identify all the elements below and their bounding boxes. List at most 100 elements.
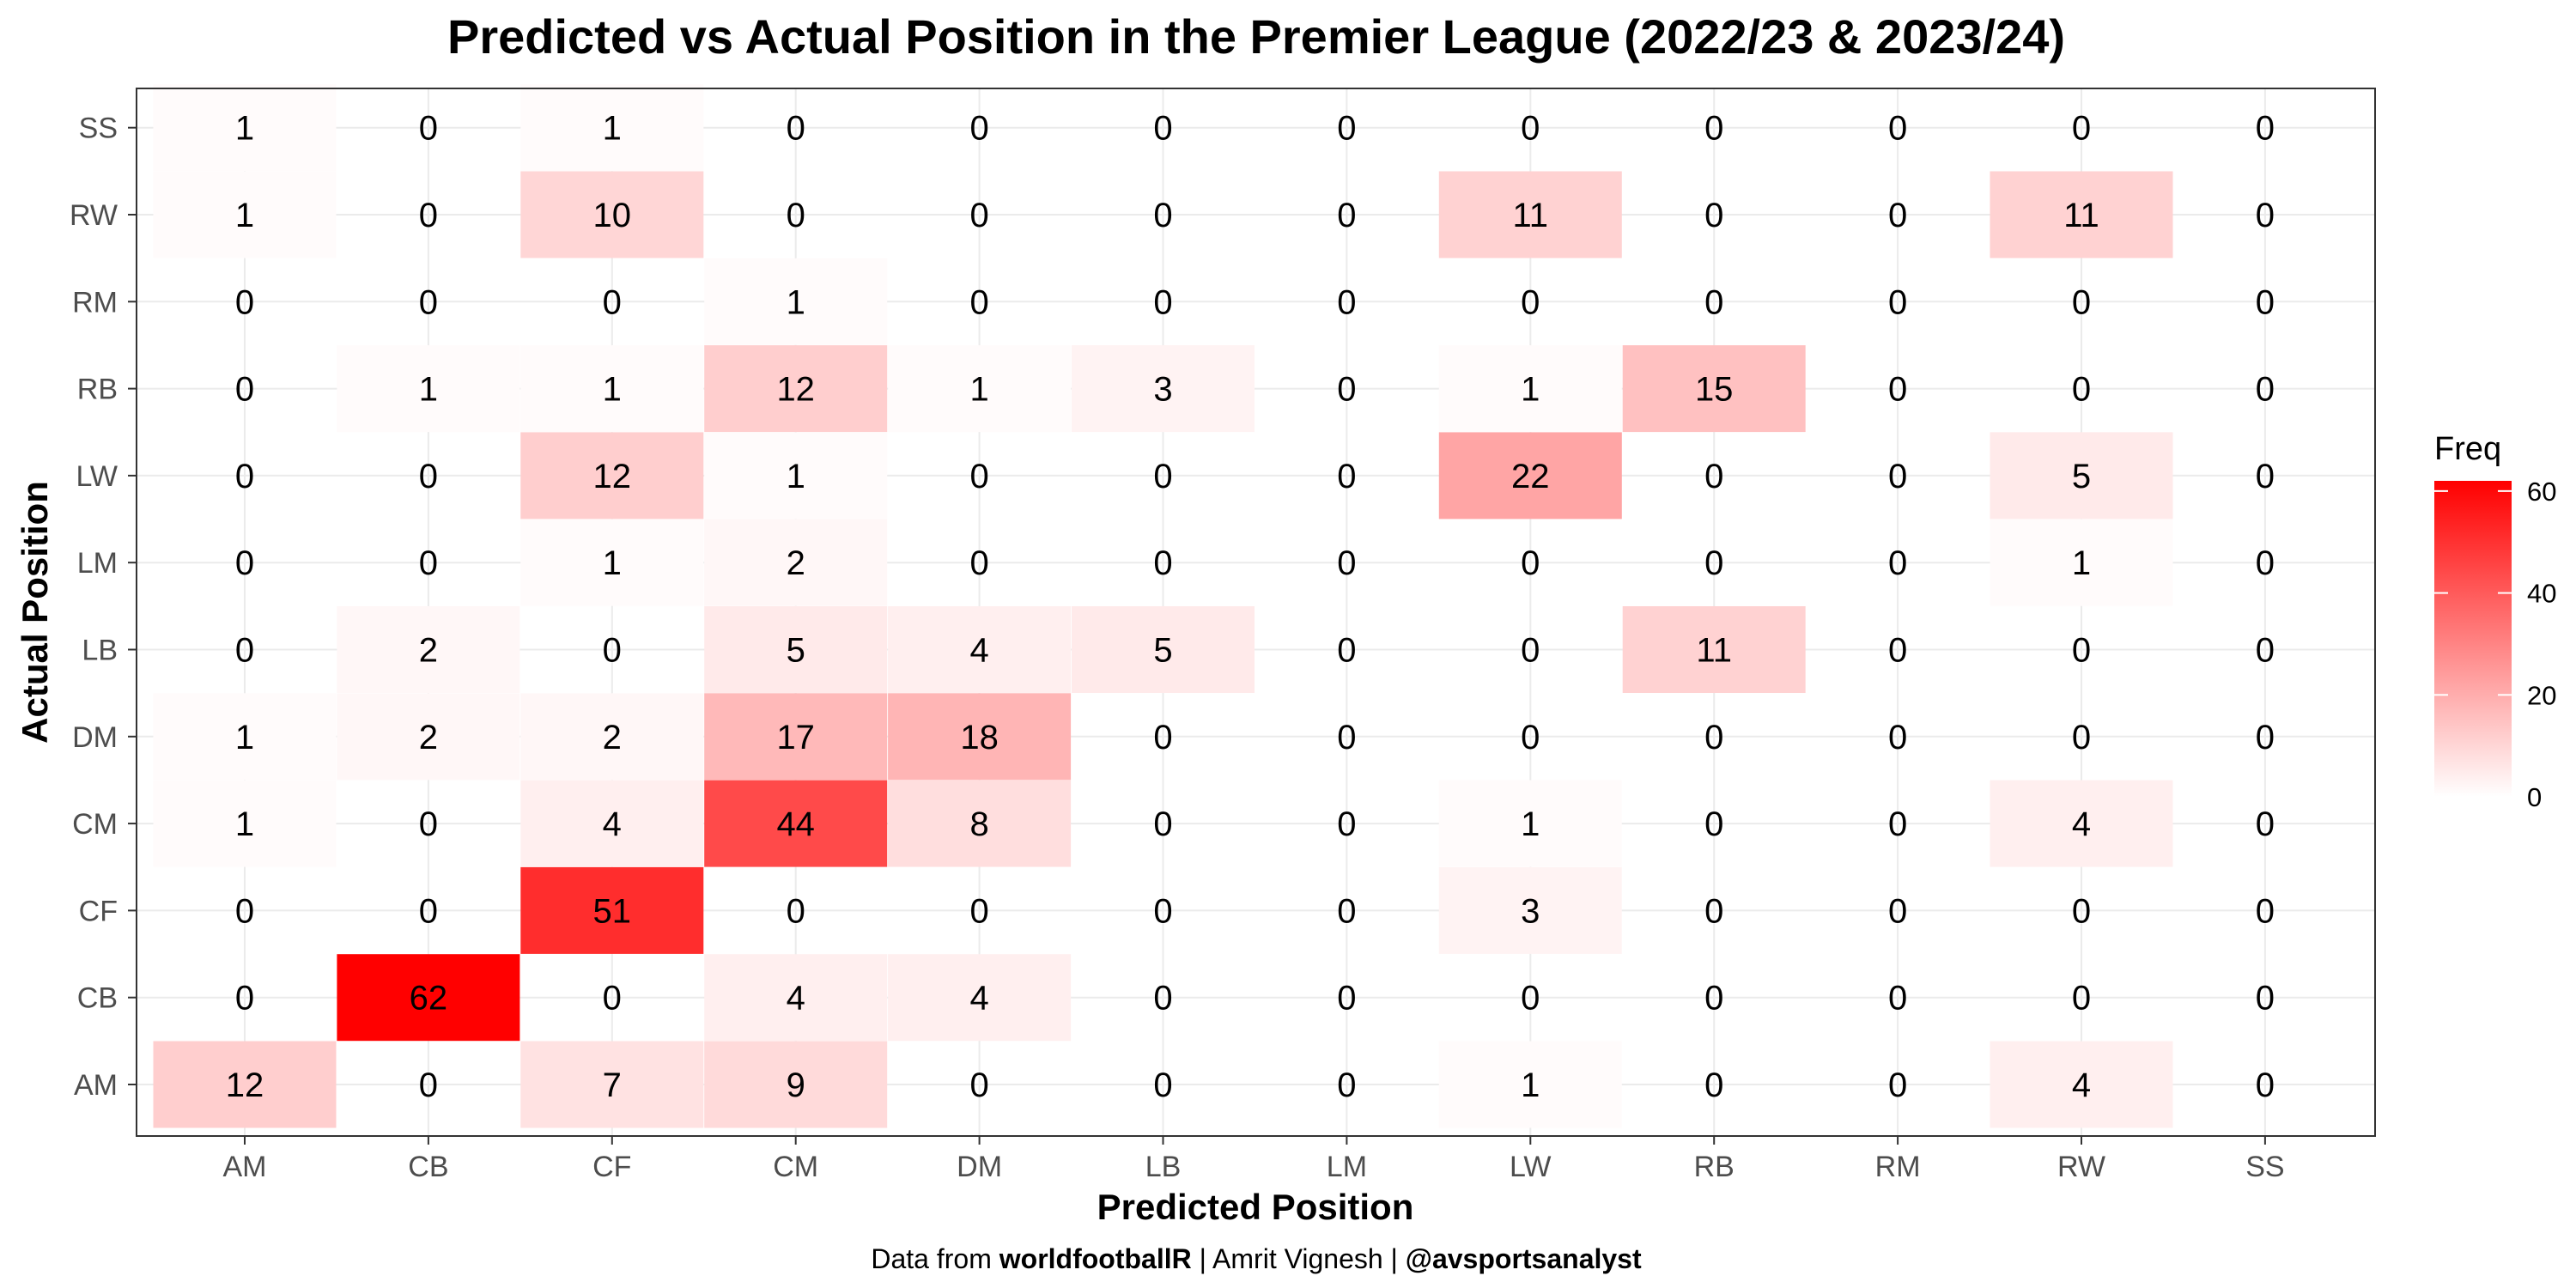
heatmap-cell-label: 0 bbox=[969, 892, 988, 930]
heatmap-cell-label: 0 bbox=[1704, 283, 1723, 321]
heatmap-cell bbox=[1438, 171, 1622, 258]
heatmap-cell-label: 0 bbox=[1888, 980, 1907, 1018]
heatmap-cell-label: 0 bbox=[235, 892, 254, 930]
heatmap-cell-label: 0 bbox=[2256, 110, 2275, 148]
heatmap-cell-label: 0 bbox=[1337, 632, 1356, 670]
heatmap-cell bbox=[520, 519, 704, 606]
x-tick-label: RB bbox=[1694, 1151, 1735, 1183]
caption-middle: | Amrit Vignesh | bbox=[1192, 1243, 1406, 1274]
heatmap-cell-label: 0 bbox=[1704, 458, 1723, 495]
heatmap-cell bbox=[153, 171, 337, 258]
heatmap-cell-label: 62 bbox=[410, 980, 448, 1018]
heatmap-cell-label: 9 bbox=[787, 1066, 805, 1104]
heatmap-cell-label: 1 bbox=[603, 371, 622, 409]
heatmap-cell-label: 0 bbox=[2072, 110, 2091, 148]
heatmap-cell-label: 51 bbox=[593, 892, 632, 930]
heatmap-cell-label: 0 bbox=[1153, 458, 1172, 495]
heatmap-cell-label: 5 bbox=[2072, 458, 2091, 495]
heatmap-cell bbox=[1990, 171, 2173, 258]
heatmap-cell bbox=[704, 1041, 888, 1128]
x-tick-label: AM bbox=[223, 1151, 267, 1183]
heatmap-cell-label: 0 bbox=[2072, 980, 2091, 1018]
heatmap-cell bbox=[704, 693, 888, 781]
x-axis: AM CB CF CM DM LB LM LW RB RM RW SS bbox=[223, 1136, 2285, 1183]
x-axis-title: Predicted Position bbox=[1097, 1187, 1414, 1227]
heatmap-cell-label: 0 bbox=[2256, 980, 2275, 1018]
heatmap-cell-label: 0 bbox=[419, 197, 438, 234]
heatmap-cell bbox=[1438, 866, 1622, 954]
heatmap-cell-label: 4 bbox=[2072, 1066, 2091, 1104]
heatmap-cell-label: 0 bbox=[235, 458, 254, 495]
heatmap-cell bbox=[520, 1041, 704, 1128]
heatmap-cell-label: 0 bbox=[1704, 980, 1723, 1018]
heatmap-cell-label: 0 bbox=[1521, 980, 1540, 1018]
heatmap-cell-label: 0 bbox=[1888, 110, 1907, 148]
x-tick-label: CB bbox=[408, 1151, 448, 1183]
heatmap-cell-label: 44 bbox=[776, 805, 815, 843]
heatmap-cell bbox=[153, 780, 337, 867]
heatmap-cell bbox=[888, 606, 1072, 693]
heatmap-cell-label: 0 bbox=[969, 1066, 988, 1104]
heatmap-cell-label: 0 bbox=[1337, 197, 1356, 234]
heatmap-cell-label: 0 bbox=[1521, 632, 1540, 670]
x-tick-label: CF bbox=[592, 1151, 631, 1183]
heatmap-cell-label: 1 bbox=[969, 371, 988, 409]
heatmap-cell-label: 1 bbox=[1521, 805, 1540, 843]
heatmap-cell-label: 0 bbox=[1888, 371, 1907, 409]
y-tick-label: SS bbox=[79, 112, 118, 145]
heatmap-cell bbox=[520, 866, 704, 954]
heatmap-cell bbox=[704, 780, 888, 867]
x-tick-label: RW bbox=[2057, 1151, 2105, 1183]
legend-title: Freq bbox=[2434, 431, 2501, 467]
heatmap-cell bbox=[1622, 345, 1806, 433]
y-tick-label: CF bbox=[79, 895, 118, 927]
plot-area: 12 0 7 9 0 0 0 1 0 0 4 00 62 0 4 4 0 0 0 0 0 0 00 0 51 0 0 0 0 3 0 0 0 01… bbox=[136, 84, 2376, 1137]
heatmap-cell-label: 11 bbox=[1696, 632, 1732, 670]
heatmap-cells bbox=[153, 84, 2173, 1128]
y-tick-label: AM bbox=[74, 1069, 118, 1102]
caption-prefix: Data from bbox=[871, 1243, 999, 1274]
heatmap-cell-label: 0 bbox=[2256, 371, 2275, 409]
heatmap-cell-label: 4 bbox=[603, 805, 622, 843]
heatmap-cell bbox=[520, 780, 704, 867]
y-tick-label: LM bbox=[77, 547, 118, 580]
heatmap-cell bbox=[1622, 606, 1806, 693]
heatmap-cell-label: 1 bbox=[787, 458, 805, 495]
heatmap-cell-label: 0 bbox=[419, 1066, 438, 1104]
heatmap-cell-label: 1 bbox=[419, 371, 438, 409]
x-tick-label: LM bbox=[1327, 1151, 1367, 1183]
heatmap-cell-label: 0 bbox=[1337, 892, 1356, 930]
heatmap-cell-label: 0 bbox=[235, 371, 254, 409]
heatmap-cell bbox=[337, 954, 520, 1042]
heatmap-cell-label: 0 bbox=[1337, 1066, 1356, 1104]
heatmap-cell-label: 0 bbox=[1888, 805, 1907, 843]
heatmap-cell-label: 0 bbox=[787, 197, 805, 234]
heatmap-cell-label: 1 bbox=[235, 719, 254, 756]
caption: Data from worldfootballR | Amrit Vignesh… bbox=[871, 1243, 1642, 1274]
legend-ticks: 0 20 40 60 bbox=[2434, 477, 2556, 812]
heatmap-cell-label: 0 bbox=[603, 632, 622, 670]
heatmap-cell-label: 3 bbox=[1521, 892, 1540, 930]
heatmap-cell-label: 0 bbox=[1337, 544, 1356, 582]
heatmap-cell bbox=[888, 345, 1072, 433]
heatmap-cell-label: 0 bbox=[2256, 458, 2275, 495]
y-tick-label: LB bbox=[82, 635, 118, 667]
caption-handle: @avsportsanalyst bbox=[1406, 1243, 1642, 1274]
heatmap-cell-label: 1 bbox=[235, 805, 254, 843]
heatmap-cell-label: 0 bbox=[969, 197, 988, 234]
legend-colorbar bbox=[2434, 481, 2512, 797]
heatmap-cell bbox=[888, 693, 1072, 781]
heatmap-cell-label: 0 bbox=[419, 458, 438, 495]
heatmap-cell-label: 0 bbox=[1704, 719, 1723, 756]
heatmap-cell-label: 0 bbox=[2256, 632, 2275, 670]
heatmap-cell-label: 0 bbox=[419, 892, 438, 930]
heatmap-cell-label: 0 bbox=[969, 283, 988, 321]
x-tick-label: LB bbox=[1145, 1151, 1182, 1183]
heatmap-cell-label: 0 bbox=[1888, 283, 1907, 321]
heatmap-cell-label: 0 bbox=[1888, 719, 1907, 756]
heatmap-cell-label: 0 bbox=[2256, 544, 2275, 582]
heatmap-cell bbox=[1990, 519, 2173, 606]
heatmap-cell bbox=[1072, 606, 1255, 693]
heatmap-cell-label: 0 bbox=[1337, 371, 1356, 409]
heatmap-cell-label: 0 bbox=[1704, 110, 1723, 148]
